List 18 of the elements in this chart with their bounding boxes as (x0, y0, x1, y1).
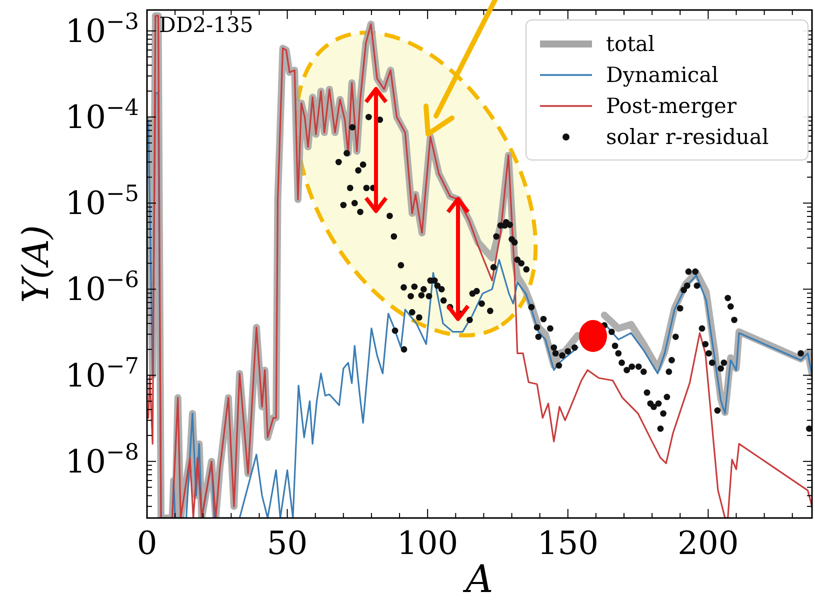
y-tick-label: 10$^{−8}$ (65, 439, 139, 480)
y-tick-label: 10$^{−3}$ (65, 8, 139, 50)
y-tick-label: 10$^{−7}$ (65, 353, 139, 394)
x-tick-label: 200 (678, 524, 739, 562)
y-tick-label: 10$^{−6}$ (65, 267, 139, 308)
y-tick-label: 10$^{−4}$ (65, 95, 139, 136)
legend-label: solar r-residual (606, 125, 769, 149)
x-tick-label: 150 (537, 524, 598, 562)
x-tick-label: 0 (136, 524, 158, 562)
y-tick-label: 10$^{−5}$ (65, 181, 139, 222)
x-axis-title: A (462, 557, 494, 601)
legend-label: Dynamical (606, 63, 719, 87)
x-tick-label: 100 (397, 524, 458, 562)
annotation: DD2-135 (159, 13, 254, 37)
y-axis-title: Y(A) (16, 225, 57, 303)
legend-label: total (606, 32, 656, 56)
x-tick-label: 50 (266, 524, 308, 562)
legend-label: Post-merger (606, 94, 738, 118)
